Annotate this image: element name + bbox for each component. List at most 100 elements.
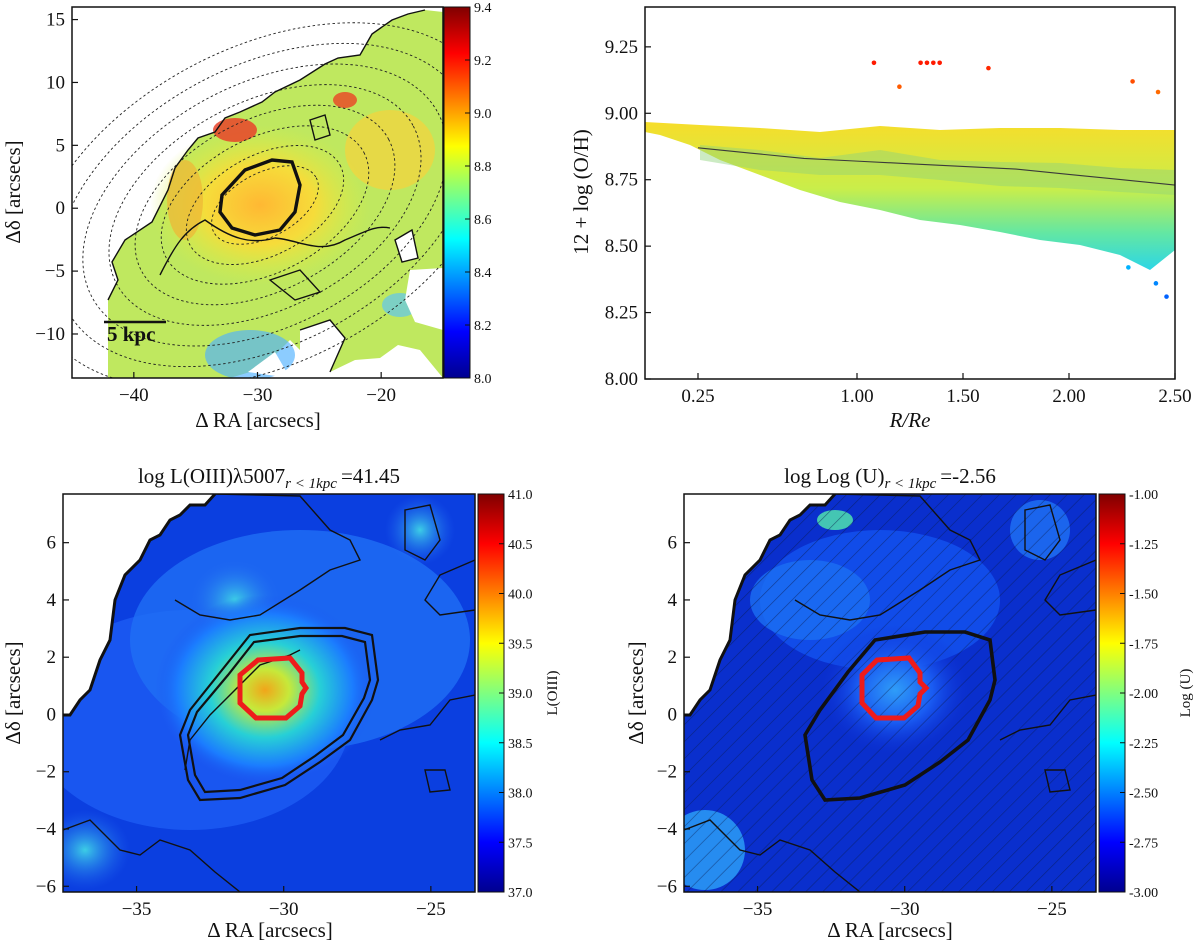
x-tick-label: 2.00 — [1052, 386, 1085, 407]
y-tick-label: 4 — [47, 590, 57, 611]
x-tick-label: −30 — [890, 899, 920, 920]
x-tick-label: 1.00 — [840, 386, 873, 407]
y-tick-label: 9.25 — [605, 37, 638, 58]
oiii-map-ylabel: Δδ [arcsecs] — [1, 641, 25, 744]
scatter-point — [1153, 281, 1159, 286]
central-contour — [218, 158, 302, 237]
colorbar-tick-label: 8.2 — [474, 319, 492, 334]
colorbar-tick-label: -2.00 — [1129, 687, 1158, 702]
scatter-point — [986, 65, 991, 71]
logu-map-title: log Log (U)r < 1kpc =-2.56 — [784, 464, 996, 492]
metallicity-map-ylabel: Δδ [arcsecs] — [1, 140, 25, 243]
x-tick-label: −40 — [119, 385, 149, 406]
colorbar-tick-label: 9.4 — [474, 1, 492, 16]
oiii-map-frame — [62, 493, 476, 893]
metallicity-map-xlabel: Δ RA [arcsecs] — [195, 408, 320, 432]
colorbar-tick-label: 8.6 — [474, 213, 492, 228]
logu-contour — [803, 630, 997, 802]
logu-map-ylabel: Δδ [arcsecs] — [624, 641, 648, 744]
colorbar-tick-label: -2.25 — [1129, 737, 1158, 752]
y-tick-label: 8.25 — [605, 303, 638, 324]
colorbar-tick-label: -1.50 — [1129, 588, 1158, 603]
colorbar-tick-label: 8.4 — [474, 266, 492, 281]
scatter-point — [924, 60, 930, 66]
colorbar-tick-label: 9.2 — [474, 54, 492, 69]
y-tick-label: 2 — [47, 647, 57, 668]
y-tick-label: −2 — [657, 762, 677, 783]
scatter-point — [931, 60, 936, 66]
colorbar-tick-label: 8.0 — [474, 372, 492, 387]
scatter-point — [1130, 79, 1135, 84]
scatter-frame — [644, 6, 1176, 380]
colorbar-tick-label: -3.00 — [1129, 886, 1158, 901]
colorbar-tick-label: -2.75 — [1129, 836, 1158, 851]
scatter-point — [937, 60, 942, 66]
y-tick-label: 10 — [46, 72, 65, 93]
logu-colorbar-label: Log (U) — [1178, 669, 1194, 718]
scatter-xlabel: R/Re — [889, 408, 931, 432]
logu-map-frame — [683, 493, 1097, 893]
scatter-band — [645, 122, 1175, 270]
colorbar-tick-label: 39.5 — [508, 637, 533, 652]
scatter-point — [897, 84, 902, 90]
y-tick-label: 8.75 — [605, 170, 638, 191]
y-tick-label: 8.00 — [605, 369, 638, 390]
colorbar-tick-label: -1.25 — [1129, 538, 1158, 553]
scatter-point — [1126, 265, 1131, 270]
metallicity-map-panel: 5 kpc — [72, 9, 443, 378]
colorbar-tick-label: 8.8 — [474, 160, 492, 175]
colorbar-tick-label: 9.0 — [474, 107, 492, 122]
logu-map-xlabel: Δ RA [arcsecs] — [827, 918, 952, 942]
scale-bar-label: 5 kpc — [107, 322, 155, 346]
y-tick-label: −10 — [35, 324, 65, 345]
colorbar-tick-label: 40.5 — [508, 538, 533, 553]
oiii-map-xlabel: Δ RA [arcsecs] — [207, 918, 332, 942]
y-tick-label: 2 — [668, 647, 678, 668]
logu-1kpc-aperture — [859, 655, 930, 721]
y-tick-label: −6 — [657, 876, 677, 897]
scatter-point — [1164, 294, 1169, 299]
metallicity-colorbar — [443, 6, 471, 379]
x-tick-label: −20 — [366, 385, 396, 406]
x-tick-label: 0.25 — [681, 386, 714, 407]
scatter-point — [918, 60, 923, 66]
x-tick-label: −25 — [1037, 899, 1067, 920]
x-tick-label: 2.50 — [1158, 386, 1191, 407]
y-tick-label: 4 — [668, 590, 678, 611]
x-tick-label: −35 — [743, 899, 773, 920]
gradient-scatter-panel — [645, 60, 1175, 299]
x-tick-label: −25 — [416, 899, 446, 920]
colorbar-tick-label: -1.75 — [1129, 637, 1158, 652]
y-tick-label: −2 — [36, 762, 56, 783]
y-tick-label: 5 — [56, 135, 66, 156]
colorbar-tick-label: 40.0 — [508, 588, 533, 603]
x-tick-label: −30 — [243, 385, 273, 406]
y-tick-label: 6 — [668, 533, 678, 554]
scatter-band-shade — [700, 145, 1175, 195]
y-tick-label: −4 — [36, 819, 57, 840]
y-tick-label: −4 — [657, 819, 678, 840]
oiii-map-title: log L(OIII)λ5007r < 1kpc =41.45 — [138, 464, 400, 492]
x-tick-label: −30 — [269, 899, 299, 920]
isophote-contours — [72, 22, 443, 378]
x-tick-label: −35 — [122, 899, 152, 920]
y-tick-label: 0 — [56, 198, 66, 219]
colorbar-tick-label: 41.0 — [508, 488, 533, 503]
y-tick-label: 9.00 — [605, 103, 638, 124]
colorbar-tick-label: 38.5 — [508, 737, 533, 752]
colorbar-tick-label: -1.00 — [1129, 488, 1158, 503]
x-tick-label: 1.50 — [946, 386, 979, 407]
colorbar-tick-label: 37.5 — [508, 836, 533, 851]
y-tick-label: 0 — [47, 704, 57, 725]
oiii-1kpc-aperture — [237, 655, 310, 721]
y-tick-label: 8.50 — [605, 236, 638, 257]
scatter-point — [1155, 89, 1161, 95]
y-tick-label: 6 — [47, 533, 57, 554]
scatter-ylabel: 12 + log (O/H) — [569, 129, 593, 255]
oiii-colorbar-label: L(OIII) — [545, 671, 561, 716]
y-tick-label: 15 — [46, 10, 65, 31]
median-trend-line — [697, 147, 1175, 186]
colorbar-tick-label: 37.0 — [508, 886, 533, 901]
y-tick-label: 0 — [668, 704, 678, 725]
